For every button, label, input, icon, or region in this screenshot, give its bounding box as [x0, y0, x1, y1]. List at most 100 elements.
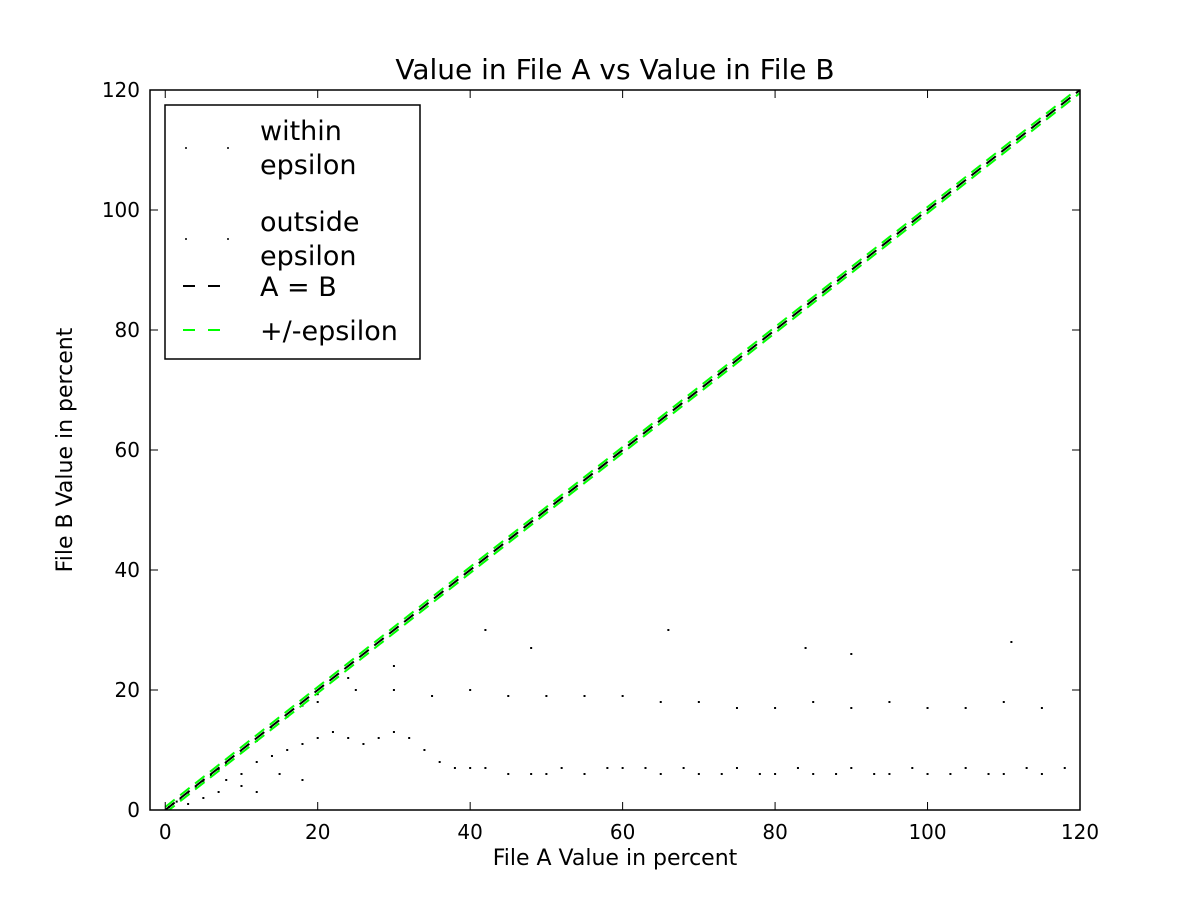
outside-epsilon-point [774, 773, 777, 775]
legend-label: outside [260, 207, 360, 238]
outside-epsilon-point [240, 785, 243, 787]
outside-epsilon-point [408, 737, 411, 739]
outside-epsilon-point [911, 767, 914, 769]
legend-label: epsilon [260, 241, 356, 272]
outside-epsilon-point [850, 653, 853, 655]
x-tick-label: 40 [457, 820, 482, 844]
outside-epsilon-point [217, 791, 220, 793]
y-tick-label: 40 [115, 558, 140, 582]
outside-epsilon-point [423, 749, 426, 751]
epsilon-line-4 [164, 90, 1078, 808]
legend-label: +/-epsilon [260, 316, 398, 347]
outside-epsilon-point [1010, 641, 1013, 643]
outside-epsilon-point [301, 779, 304, 781]
outside-epsilon-point [286, 749, 289, 751]
outside-epsilon-point [697, 773, 700, 775]
legend-marker-point [185, 147, 187, 149]
outside-epsilon-point [735, 767, 738, 769]
outside-epsilon-point [1002, 701, 1005, 703]
outside-epsilon-point [697, 701, 700, 703]
outside-epsilon-point [187, 803, 190, 805]
outside-epsilon-point [796, 767, 799, 769]
outside-epsilon-point [431, 695, 434, 697]
legend-box [164, 104, 421, 360]
outside-epsilon-point [392, 689, 395, 691]
outside-epsilon-point [453, 767, 456, 769]
outside-epsilon-point [926, 773, 929, 775]
outside-epsilon-point [507, 773, 510, 775]
outside-epsilon-point [354, 689, 357, 691]
outside-epsilon-point [583, 773, 586, 775]
outside-epsilon-point [812, 773, 815, 775]
a-b-line-2 [164, 90, 1080, 810]
outside-epsilon-point [347, 677, 350, 679]
y-tick-label: 80 [115, 318, 140, 342]
outside-epsilon-point [735, 707, 738, 709]
outside-epsilon-point [835, 773, 838, 775]
legend-label: A = B [260, 272, 337, 303]
outside-epsilon-point [392, 731, 395, 733]
x-tick-label: 0 [159, 820, 172, 844]
outside-epsilon-point [1002, 773, 1005, 775]
outside-epsilon-point [530, 647, 533, 649]
outside-epsilon-point [484, 767, 487, 769]
outside-epsilon-point [560, 767, 563, 769]
outside-epsilon-point [255, 791, 258, 793]
outside-epsilon-point [301, 743, 304, 745]
outside-epsilon-point [377, 737, 380, 739]
outside-epsilon-point [225, 779, 228, 781]
outside-epsilon-point [583, 695, 586, 697]
y-tick-label: 100 [102, 198, 140, 222]
outside-epsilon-point [484, 629, 487, 631]
outside-epsilon-point [949, 773, 952, 775]
legend-marker-point [227, 238, 229, 240]
x-tick-label: 100 [908, 820, 946, 844]
outside-epsilon-point [926, 707, 929, 709]
x-tick-label: 60 [610, 820, 635, 844]
plot-marks [164, 90, 1080, 810]
outside-epsilon-point [621, 695, 624, 697]
outside-epsilon-point [469, 689, 472, 691]
outside-epsilon-point [362, 743, 365, 745]
y-tick-label: 60 [115, 438, 140, 462]
outside-epsilon-point [347, 737, 350, 739]
outside-epsilon-point [270, 755, 273, 757]
outside-epsilon-point [621, 767, 624, 769]
y-tick-label: 120 [102, 78, 140, 102]
outside-epsilon-point [530, 773, 533, 775]
outside-epsilon-point [1025, 767, 1028, 769]
outside-epsilon-point [964, 767, 967, 769]
outside-epsilon-point [331, 731, 334, 733]
outside-epsilon-point [804, 647, 807, 649]
outside-epsilon-point [1063, 767, 1066, 769]
x-tick-label: 120 [1061, 820, 1099, 844]
outside-epsilon-point [392, 665, 395, 667]
outside-epsilon-point [987, 773, 990, 775]
legend-label: within [260, 116, 342, 147]
outside-epsilon-point [873, 773, 876, 775]
outside-epsilon-point [659, 701, 662, 703]
outside-epsilon-point [720, 773, 723, 775]
outside-epsilon-point [682, 767, 685, 769]
outside-epsilon-point [278, 773, 281, 775]
outside-epsilon-point [964, 707, 967, 709]
outside-epsilon-point [659, 773, 662, 775]
y-tick-label: 0 [127, 798, 140, 822]
outside-epsilon-point [888, 701, 891, 703]
outside-epsilon-point [1040, 773, 1043, 775]
outside-epsilon-point [774, 707, 777, 709]
outside-epsilon-point [758, 773, 761, 775]
x-tick-label: 80 [762, 820, 787, 844]
outside-epsilon-point [888, 773, 891, 775]
epsilon-line-3 [167, 92, 1080, 810]
legend-label: epsilon [260, 150, 356, 181]
plot-area [164, 90, 1080, 810]
legend-marker-point [227, 147, 229, 149]
outside-epsilon-point [469, 767, 472, 769]
outside-epsilon-point [667, 629, 670, 631]
outside-epsilon-point [545, 773, 548, 775]
y-axis-title: File B Value in percent [53, 327, 78, 572]
outside-epsilon-point [850, 767, 853, 769]
